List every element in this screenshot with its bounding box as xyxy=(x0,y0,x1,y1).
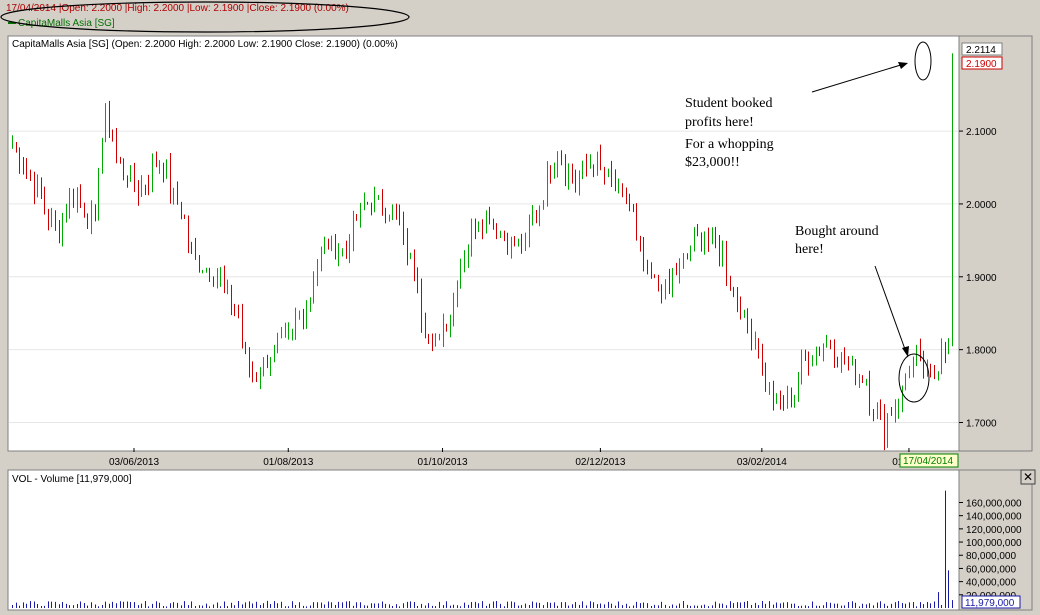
price-gridlines xyxy=(9,130,958,423)
volume-tick-label: 40,000,000 xyxy=(966,578,1016,589)
volume-tick-label: 140,000,000 xyxy=(966,512,1022,523)
close-volume-panel-button[interactable] xyxy=(1020,469,1036,485)
last-price-label: 2.1900 xyxy=(966,59,997,70)
volume-tick-label: 120,000,000 xyxy=(966,525,1022,536)
last-volume-label: 11,979,000 xyxy=(965,598,1015,609)
price-tick-label: 1.7000 xyxy=(966,419,997,430)
price-tick-label: 2.0000 xyxy=(966,200,997,211)
bought-arrow xyxy=(874,265,907,353)
instrument-legend[interactable]: CapitaMalls Asia [SG] xyxy=(8,18,115,29)
date-badge-label: 17/04/2014 xyxy=(903,456,953,467)
top-info-bar: 17/04/2014 |Open: 2.2000 |High: 2.2000 |… xyxy=(0,0,1040,34)
profit-annotation: Student booked profits here! For a whopp… xyxy=(685,41,932,170)
volume-series xyxy=(12,490,953,608)
top-annotation-ellipse xyxy=(0,1,410,33)
price-tick-label: 2.1000 xyxy=(966,127,997,138)
profit-circle xyxy=(914,41,932,81)
date-tick-label: 01/10/2013 xyxy=(418,457,468,468)
volume-tick-label: 80,000,000 xyxy=(966,551,1016,562)
close-icon[interactable]: ✕ xyxy=(1023,470,1033,484)
price-panel-title: CapitaMalls Asia [SG] (Open: 2.2000 High… xyxy=(12,39,398,50)
price-axis: 2.1000 2.0000 1.9000 1.8000 1.7000 xyxy=(959,127,997,430)
last-volume-badge xyxy=(961,595,1021,609)
date-tick-label: 01/08/2013 xyxy=(263,457,313,468)
bought-circle xyxy=(898,353,930,403)
date-tick-label: 02/12/2013 xyxy=(575,457,625,468)
volume-panel-title: VOL - Volume [11,979,000] xyxy=(12,474,132,485)
profit-annotation-line-2: profits here! xyxy=(685,115,754,130)
profit-annotation-line-1: Student booked xyxy=(685,96,773,111)
date-badge xyxy=(899,453,959,468)
price-axis-area xyxy=(958,35,1033,452)
date-tick-label: 03/06/2013 xyxy=(109,457,159,468)
instrument-legend-label: CapitaMalls Asia [SG] xyxy=(18,18,115,29)
bought-annotation-line-1: Bought around xyxy=(795,224,879,239)
volume-axis-area xyxy=(958,469,1033,611)
legend-swatch xyxy=(8,22,16,25)
volume-panel xyxy=(7,469,960,611)
volume-tick-label: 160,000,000 xyxy=(966,498,1022,509)
volume-tick-label: 60,000,000 xyxy=(966,564,1016,575)
profit-arrowhead xyxy=(898,62,908,69)
ohlc-readout: 17/04/2014 |Open: 2.2000 |High: 2.2000 |… xyxy=(6,3,349,14)
profit-annotation-line-3: For a whopping xyxy=(685,137,774,152)
price-tick-label: 1.9000 xyxy=(966,273,997,284)
high-price-label: 2.2114 xyxy=(966,45,996,56)
high-price-badge xyxy=(961,42,1003,56)
volume-tick-label: 100,000,000 xyxy=(966,538,1022,549)
price-panel xyxy=(7,35,960,452)
bought-annotation-line-2: here! xyxy=(795,242,824,257)
profit-annotation-line-4: $23,000!! xyxy=(685,155,740,170)
profit-arrow xyxy=(811,63,905,93)
price-tick-label: 1.8000 xyxy=(966,346,997,357)
bought-annotation: Bought around here! xyxy=(795,224,930,403)
ohlc-series xyxy=(12,53,953,451)
last-price-badge xyxy=(961,56,1003,70)
bought-arrowhead xyxy=(902,346,909,357)
date-tick-label: 03/02/2014 xyxy=(737,457,787,468)
